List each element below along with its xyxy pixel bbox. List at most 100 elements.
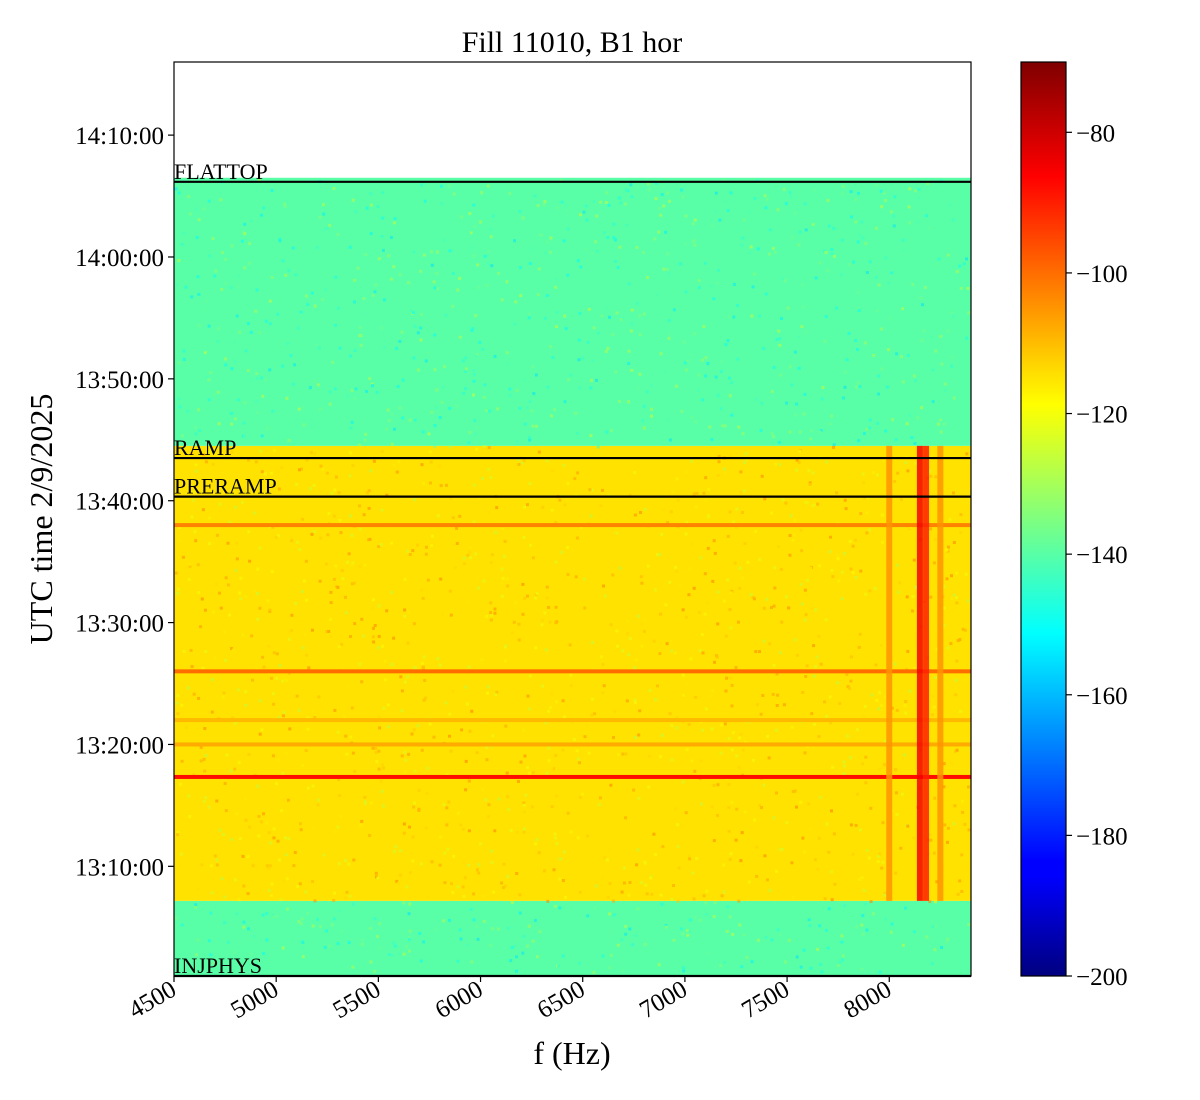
noise-cell — [178, 405, 182, 409]
noise-cell — [785, 401, 789, 405]
noise-cell — [398, 339, 402, 343]
noise-cell — [754, 650, 758, 654]
noise-cell — [633, 698, 637, 702]
noise-cell — [666, 267, 670, 271]
noise-cell — [448, 249, 452, 253]
noise-cell — [506, 584, 510, 588]
noise-cell — [177, 361, 181, 365]
noise-cell — [768, 228, 772, 232]
noise-cell — [667, 336, 671, 340]
noise-cell — [316, 917, 319, 921]
noise-cell — [601, 691, 605, 695]
noise-cell — [487, 468, 491, 471]
noise-cell — [333, 387, 337, 391]
noise-cell — [332, 899, 336, 903]
noise-cell — [946, 840, 949, 844]
noise-cell — [935, 647, 939, 651]
noise-cell — [794, 413, 797, 417]
noise-cell — [617, 196, 621, 200]
noise-cell — [416, 543, 420, 547]
noise-cell — [523, 596, 527, 600]
noise-cell — [490, 849, 494, 853]
noise-cell — [820, 397, 824, 401]
noise-cell — [463, 685, 467, 689]
noise-cell — [211, 678, 214, 682]
noise-cell — [830, 898, 834, 902]
noise-cell — [409, 871, 412, 875]
noise-cell — [285, 877, 289, 881]
noise-cell — [194, 469, 198, 473]
noise-cell — [456, 811, 460, 815]
noise-cell — [255, 400, 259, 403]
noise-cell — [313, 304, 317, 308]
noise-cell — [426, 477, 430, 481]
noise-cell — [700, 961, 704, 965]
noise-cell — [650, 384, 654, 388]
noise-cell — [697, 610, 701, 614]
noise-cell — [473, 483, 477, 487]
noise-cell — [916, 220, 920, 224]
noise-cell — [589, 514, 593, 518]
noise-cell — [933, 948, 937, 952]
noise-cell — [405, 549, 409, 553]
noise-cell — [578, 961, 582, 965]
noise-cell — [484, 380, 488, 383]
noise-cell — [202, 800, 206, 803]
noise-cell — [197, 292, 201, 296]
event-marker-label: INJPHYS — [174, 953, 262, 978]
noise-cell — [773, 586, 777, 590]
noise-cell — [343, 715, 347, 719]
noise-cell — [591, 359, 595, 363]
noise-cell — [847, 686, 851, 690]
noise-cell — [302, 579, 306, 583]
noise-cell — [583, 606, 587, 610]
noise-cell — [525, 406, 529, 409]
noise-cell — [531, 939, 535, 943]
noise-cell — [531, 556, 535, 560]
noise-cell — [868, 528, 871, 532]
noise-cell — [490, 860, 494, 864]
noise-cell — [442, 239, 446, 243]
noise-cell — [675, 570, 679, 573]
noise-cell — [208, 516, 211, 520]
noise-cell — [222, 691, 226, 695]
noise-cell — [561, 699, 565, 703]
noise-cell — [546, 385, 550, 389]
noise-cell — [863, 902, 867, 906]
noise-cell — [737, 765, 741, 769]
noise-cell — [832, 226, 836, 230]
noise-cell — [358, 334, 362, 337]
noise-cell — [420, 661, 424, 665]
noise-cell — [827, 850, 831, 854]
noise-cell — [505, 280, 509, 284]
noise-cell — [450, 882, 453, 886]
noise-cell — [280, 466, 284, 470]
noise-cell — [642, 426, 646, 430]
noise-cell — [284, 750, 288, 754]
noise-cell — [911, 609, 914, 613]
noise-cell — [819, 662, 823, 666]
noise-cell — [840, 940, 844, 944]
noise-cell — [247, 530, 251, 534]
noise-cell — [272, 827, 276, 831]
noise-cell — [426, 261, 430, 265]
noise-cell — [641, 251, 645, 254]
noise-cell — [559, 179, 563, 183]
noise-cell — [549, 345, 553, 349]
noise-cell — [496, 927, 500, 931]
noise-cell — [223, 630, 227, 634]
noise-cell — [890, 706, 894, 710]
noise-cell — [368, 537, 372, 541]
noise-cell — [720, 723, 724, 727]
noise-cell — [685, 748, 689, 752]
noise-cell — [375, 760, 379, 763]
noise-cell — [489, 228, 493, 231]
noise-cell — [348, 245, 352, 249]
noise-cell — [216, 339, 220, 343]
noise-cell — [869, 900, 873, 904]
noise-cell — [266, 599, 270, 603]
noise-cell — [554, 700, 558, 704]
noise-cell — [776, 693, 780, 697]
noise-cell — [780, 620, 784, 624]
noise-cell — [699, 759, 703, 763]
